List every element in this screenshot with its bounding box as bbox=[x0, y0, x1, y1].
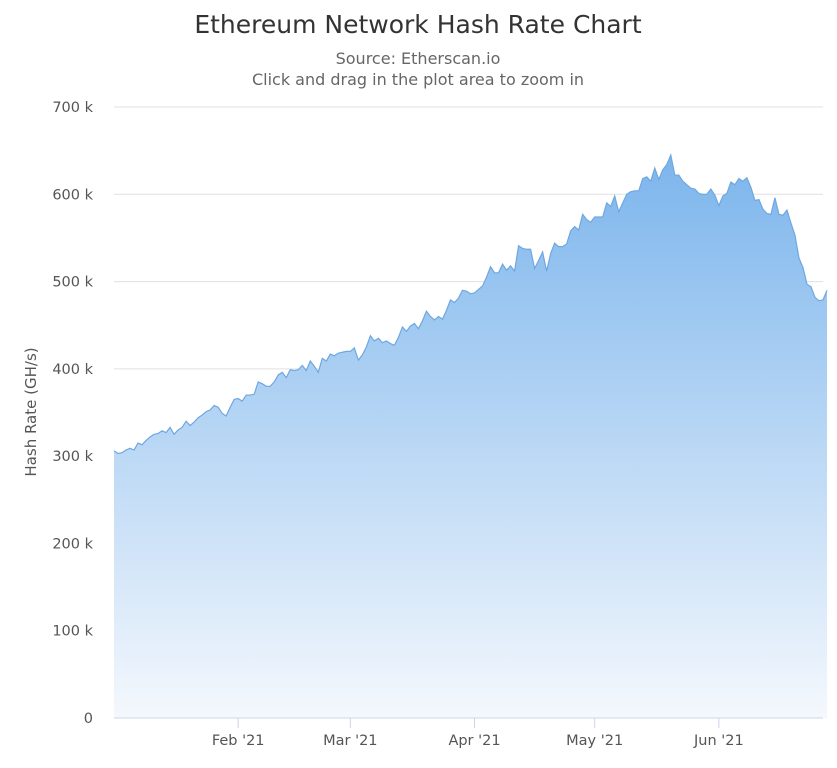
y-tick-label: 400 k bbox=[52, 362, 93, 378]
x-axis-ticks: Feb '21 Mar '21 Apr '21 May '21 Jun '21 bbox=[212, 718, 744, 749]
y-tick-label: 500 k bbox=[52, 275, 93, 291]
hash-rate-line bbox=[113, 152, 828, 455]
x-tick-label: Apr '21 bbox=[448, 733, 500, 749]
x-tick-label: Jun '21 bbox=[693, 733, 744, 749]
y-axis-title: Hash Rate (GH/s) bbox=[22, 347, 40, 476]
chart-subtitle-zoom-hint: Click and drag in the plot area to zoom … bbox=[252, 70, 584, 89]
y-tick-label: 0 bbox=[84, 711, 93, 727]
y-tick-label: 600 k bbox=[52, 187, 93, 203]
x-tick-label: Feb '21 bbox=[212, 733, 265, 749]
x-tick-label: Mar '21 bbox=[323, 733, 377, 749]
y-tick-label: 100 k bbox=[52, 624, 93, 640]
plot-area[interactable] bbox=[113, 152, 828, 718]
chart-subtitle-source: Source: Etherscan.io bbox=[336, 49, 501, 68]
y-axis-tick-labels: 0 100 k 200 k 300 k 400 k 500 k 600 k 700 k bbox=[52, 100, 93, 727]
y-tick-label: 300 k bbox=[52, 449, 93, 465]
chart-title: Ethereum Network Hash Rate Chart bbox=[194, 10, 642, 39]
y-tick-label: 200 k bbox=[52, 536, 93, 552]
y-tick-label: 700 k bbox=[52, 100, 93, 116]
x-tick-label: May '21 bbox=[566, 733, 623, 749]
hash-rate-area bbox=[114, 155, 828, 718]
